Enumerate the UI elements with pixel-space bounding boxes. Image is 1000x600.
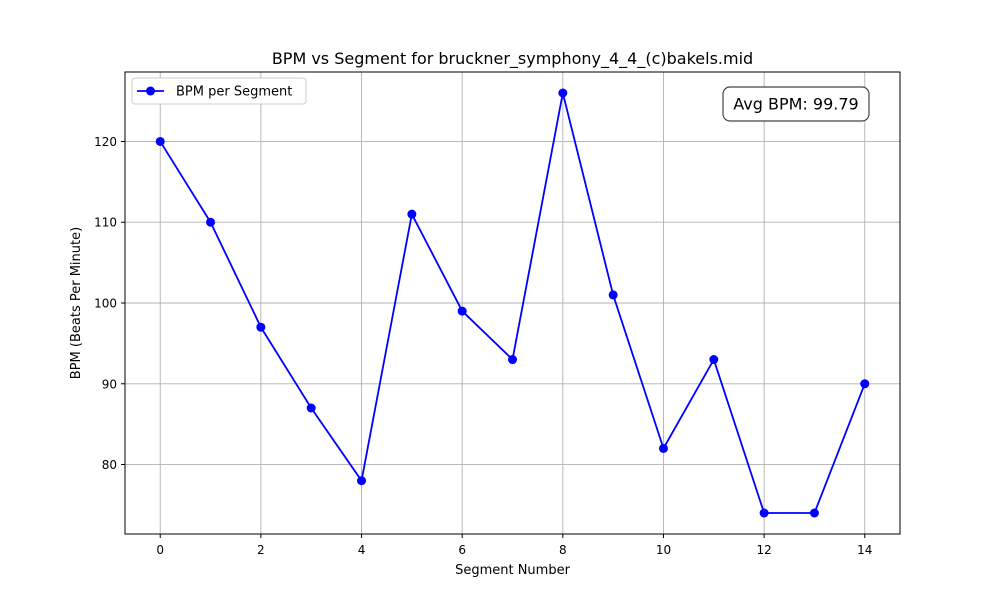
data-point-12 [759,508,769,518]
data-point-3 [306,403,316,413]
legend-marker-swatch [146,86,155,96]
data-point-4 [357,476,367,486]
legend-entry-label: BPM per Segment [176,85,292,100]
x-tick-label: 10 [656,543,671,557]
x-tick-label: 0 [156,543,164,557]
data-point-10 [658,443,668,453]
data-point-13 [809,508,819,518]
y-axis-label: BPM (Beats Per Minute) [69,227,84,379]
x-axis-label: Segment Number [455,563,571,578]
average-annotation: Avg BPM: 99.79 [722,86,870,122]
data-point-2 [256,322,266,332]
data-point-6 [457,306,467,316]
x-tick-label: 2 [257,543,265,557]
data-point-8 [558,88,568,98]
data-point-0 [155,136,165,146]
chart-title: BPM vs Segment for bruckner_symphony_4_4… [272,49,753,69]
y-tick-label: 90 [102,377,117,391]
x-tick-label: 4 [358,543,366,557]
y-tick-label: 110 [94,216,117,230]
tick-labels: 0 2 4 6 8 10 12 14 80 90 100 110 120 [94,135,872,557]
y-tick-label: 80 [102,458,117,472]
x-tick-label: 8 [559,543,567,557]
data-point-9 [608,290,618,300]
annotation-text: Avg BPM: 99.79 [733,95,858,114]
series-layer [155,88,870,518]
y-tick-label: 100 [94,297,117,311]
data-point-14 [860,379,870,389]
legend-frame [131,77,307,105]
x-tick-label: 12 [756,543,771,557]
legend: BPM per Segment [131,77,307,105]
x-tick-label: 6 [458,543,466,557]
tick-marks [121,140,866,538]
data-point-11 [709,355,719,365]
data-point-5 [407,209,417,219]
grid [125,72,900,534]
x-tick-label: 14 [857,543,872,557]
data-point-1 [206,217,216,227]
y-tick-label: 120 [94,135,117,149]
annotation-box [722,86,870,122]
data-point-7 [508,355,517,365]
